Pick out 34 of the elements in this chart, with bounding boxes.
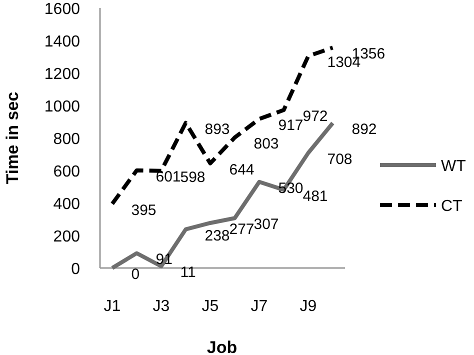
x-tick-label: J3 bbox=[152, 298, 170, 315]
y-tick-label: 1000 bbox=[44, 98, 80, 116]
legend-label: CT bbox=[441, 198, 463, 215]
data-label: 917 bbox=[278, 116, 304, 134]
data-label: 0 bbox=[131, 266, 140, 283]
data-label: 395 bbox=[131, 202, 156, 219]
data-label: 803 bbox=[254, 136, 279, 153]
x-axis-title: Job bbox=[206, 338, 238, 355]
data-label: 893 bbox=[204, 120, 230, 138]
data-label: 481 bbox=[302, 188, 328, 205]
data-label: 530 bbox=[278, 180, 304, 197]
data-label: 972 bbox=[302, 108, 328, 126]
legend-label: WT bbox=[441, 158, 466, 175]
y-axis-title: Time in sec bbox=[3, 92, 22, 184]
data-label: 11 bbox=[180, 264, 196, 282]
x-tick-label: J1 bbox=[104, 298, 121, 315]
data-label: 238 bbox=[204, 227, 230, 244]
data-label: 277 bbox=[229, 220, 254, 238]
y-tick-label: 600 bbox=[53, 164, 80, 180]
y-tick-label: 800 bbox=[53, 131, 80, 148]
y-tick-label: 1600 bbox=[44, 1, 80, 18]
y-tick-label: 1200 bbox=[44, 66, 80, 83]
data-label: 307 bbox=[254, 216, 279, 234]
data-label: 644 bbox=[229, 161, 254, 178]
y-tick-label: 200 bbox=[53, 228, 80, 246]
x-tick-label: J5 bbox=[202, 298, 219, 315]
y-tick-label: 0 bbox=[71, 261, 80, 278]
data-label: 598 bbox=[180, 168, 206, 186]
data-label: 892 bbox=[352, 121, 377, 138]
y-tick-label: 1400 bbox=[44, 34, 80, 50]
x-tick-label: J7 bbox=[250, 298, 268, 315]
data-label: 708 bbox=[327, 150, 352, 168]
y-tick-label: 400 bbox=[53, 196, 80, 213]
x-tick-label: J9 bbox=[300, 298, 317, 315]
